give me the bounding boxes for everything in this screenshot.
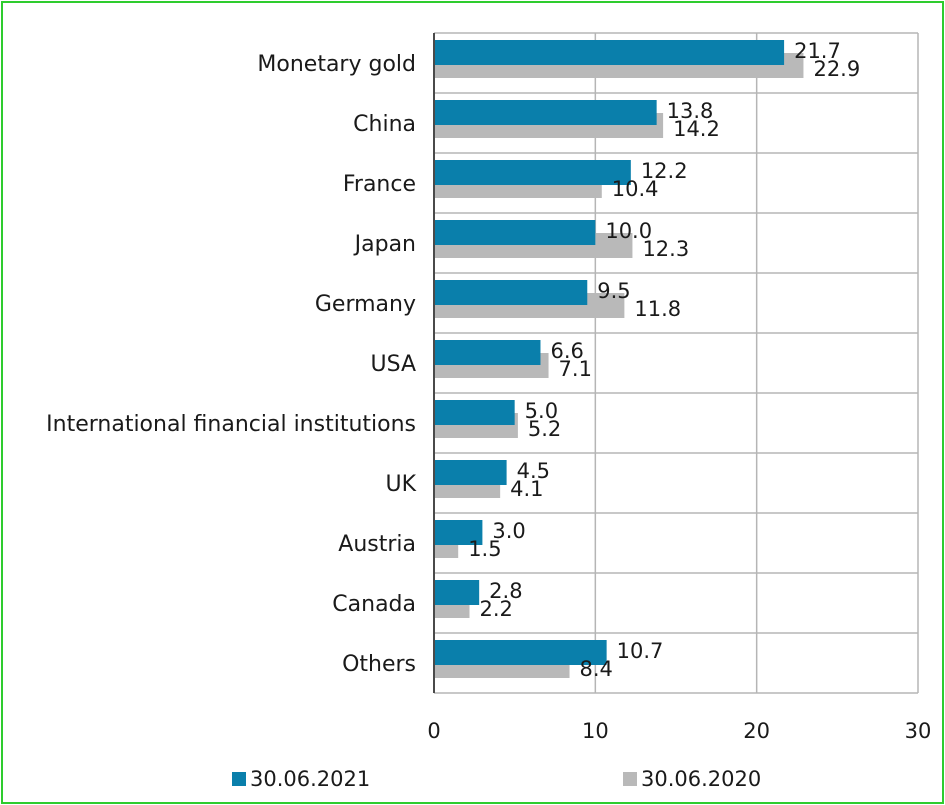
value-label-2020: 10.4 — [612, 177, 659, 201]
value-label-2021: 10.0 — [605, 219, 652, 243]
category-label: Germany — [315, 292, 416, 317]
bar-2021 — [434, 400, 515, 425]
category-label: Japan — [353, 232, 416, 257]
category-label: UK — [385, 472, 416, 497]
x-tick-label: 0 — [427, 719, 440, 743]
bar-2021 — [434, 100, 657, 125]
legend-swatch — [232, 772, 246, 786]
category-label: Others — [342, 652, 416, 677]
value-label-2020: 7.1 — [559, 357, 592, 381]
bar-2021 — [434, 220, 596, 245]
axis-layer: 0 10 20 30 — [427, 33, 931, 743]
value-label-2021: 9.5 — [597, 279, 630, 303]
bar-2021 — [434, 160, 631, 185]
value-label-2020: 1.5 — [468, 537, 501, 561]
category-label: Canada — [332, 592, 416, 617]
bar-2021 — [434, 460, 507, 485]
value-label-2020: 4.1 — [510, 477, 543, 501]
value-label-2020: 8.4 — [580, 657, 613, 681]
x-tick-label: 20 — [743, 719, 770, 743]
category-label: International financial institutions — [46, 412, 416, 437]
value-label-2020: 5.2 — [528, 417, 561, 441]
legend-label: 30.06.2021 — [250, 767, 370, 791]
category-label: Monetary gold — [257, 52, 416, 77]
value-label-2021: 6.6 — [550, 339, 583, 363]
bar-layer — [434, 40, 804, 678]
category-label: France — [343, 172, 416, 197]
value-label-2021: 2.8 — [489, 579, 522, 603]
value-label-2020: 2.2 — [479, 597, 512, 621]
legend-swatch — [623, 772, 637, 786]
value-label-2020: 11.8 — [634, 297, 681, 321]
value-label-2021: 12.2 — [641, 159, 688, 183]
label-layer: Monetary gold 21.722.9 China 13.814.2 France… — [46, 39, 860, 681]
category-label: USA — [370, 352, 416, 377]
bar-2021 — [434, 340, 541, 365]
value-label-2021: 4.5 — [517, 459, 550, 483]
bar-2021 — [434, 40, 785, 65]
value-label-2021: 21.7 — [794, 39, 841, 63]
value-label-2020: 12.3 — [642, 237, 689, 261]
category-label: Austria — [338, 532, 416, 557]
x-tick-label: 30 — [905, 719, 932, 743]
value-label-2021: 3.0 — [492, 519, 525, 543]
value-label-2020: 14.2 — [673, 117, 720, 141]
bar-2021 — [434, 580, 480, 605]
value-label-2021: 13.8 — [667, 99, 714, 123]
value-label-2021: 5.0 — [525, 399, 558, 423]
bar-2021 — [434, 520, 483, 545]
x-tick-label: 10 — [582, 719, 609, 743]
legend-label: 30.06.2020 — [641, 767, 761, 791]
value-label-2020: 22.9 — [813, 57, 860, 81]
bar-2021 — [434, 640, 607, 665]
bar-2021 — [434, 280, 588, 305]
category-label: China — [353, 112, 416, 137]
value-label-2021: 10.7 — [617, 639, 664, 663]
legend: 30.06.2021 30.06.2020 — [232, 767, 761, 791]
